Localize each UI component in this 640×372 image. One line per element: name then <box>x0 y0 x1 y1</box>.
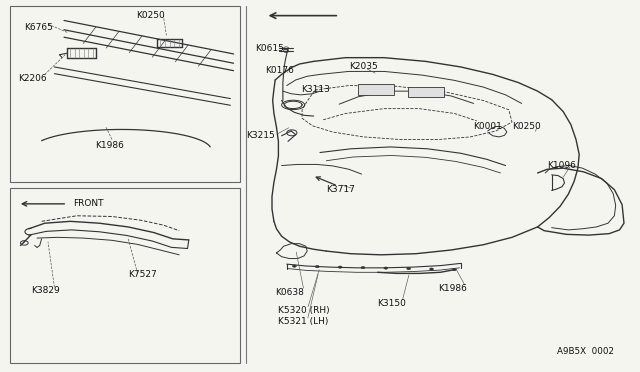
Bar <box>10 6 240 182</box>
Text: K5321 (LH): K5321 (LH) <box>278 317 329 326</box>
Text: K6765: K6765 <box>24 23 53 32</box>
Text: K0638: K0638 <box>275 288 304 296</box>
Circle shape <box>292 265 296 267</box>
Circle shape <box>338 266 342 268</box>
Circle shape <box>452 269 456 271</box>
Text: K3717: K3717 <box>326 185 355 194</box>
Text: FRONT: FRONT <box>74 199 104 208</box>
Text: K3113: K3113 <box>301 85 330 94</box>
Circle shape <box>384 267 388 269</box>
Text: K0615: K0615 <box>255 44 284 53</box>
Bar <box>358 84 394 95</box>
Circle shape <box>316 266 319 268</box>
Text: K0001: K0001 <box>474 122 502 131</box>
Bar <box>408 87 444 97</box>
Text: K0250: K0250 <box>136 11 164 20</box>
Text: K3215: K3215 <box>246 131 275 140</box>
Circle shape <box>429 268 433 270</box>
Text: K1986: K1986 <box>438 284 467 293</box>
Text: K0176: K0176 <box>266 66 294 75</box>
Circle shape <box>407 267 411 270</box>
Text: K2206: K2206 <box>18 74 47 83</box>
Text: K2035: K2035 <box>349 62 378 71</box>
Text: K1096: K1096 <box>547 161 576 170</box>
Text: A9B5X  0002: A9B5X 0002 <box>557 347 614 356</box>
Bar <box>10 188 240 363</box>
Circle shape <box>361 266 365 269</box>
Text: K3150: K3150 <box>378 299 406 308</box>
Text: K7527: K7527 <box>128 270 157 279</box>
Text: K1986: K1986 <box>95 141 124 150</box>
Text: K5320 (RH): K5320 (RH) <box>278 306 330 315</box>
Text: K0250: K0250 <box>512 122 541 131</box>
Text: K3829: K3829 <box>31 286 60 295</box>
